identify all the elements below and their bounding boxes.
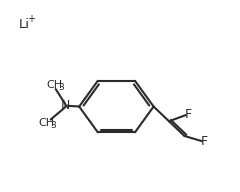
Text: 3: 3 bbox=[50, 121, 56, 130]
Text: CH: CH bbox=[38, 118, 54, 128]
Text: 3: 3 bbox=[58, 83, 64, 92]
Text: F: F bbox=[185, 108, 192, 121]
Text: N: N bbox=[60, 99, 70, 112]
Text: +: + bbox=[27, 14, 35, 24]
Text: Li: Li bbox=[18, 17, 30, 31]
Text: F: F bbox=[201, 135, 208, 148]
Text: CH: CH bbox=[46, 80, 62, 90]
